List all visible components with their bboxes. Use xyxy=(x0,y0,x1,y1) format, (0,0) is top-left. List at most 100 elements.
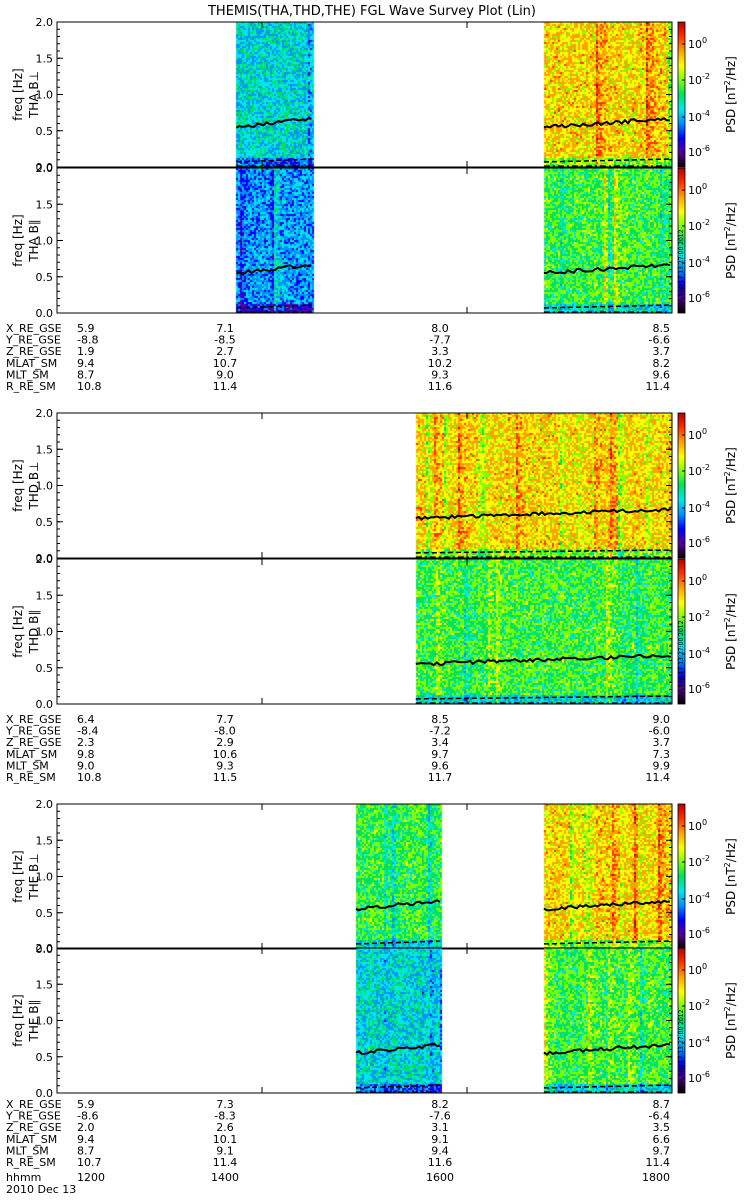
y-tick-label: 1.5 xyxy=(36,52,54,65)
y-tick-label: 0.0 xyxy=(36,1087,54,1100)
ephemeris-value: 2.9 xyxy=(216,736,234,749)
ephemeris-table: X_RE_GSE 5.9 7.3 8.2 8.7 Y_RE_GSE -8.6 -8.3 -7.6… xyxy=(5,1098,670,1169)
ephemeris-value: -6.0 xyxy=(649,725,670,738)
ephemeris-value: -8.8 xyxy=(77,334,98,347)
ephemeris-row-name: Y_RE_GSE xyxy=(5,334,61,347)
ephemeris-value: 3.7 xyxy=(653,736,671,749)
ephemeris-value: 8.5 xyxy=(431,713,449,726)
ephemeris-value: 10.7 xyxy=(213,357,238,370)
ephemeris-value: 5.9 xyxy=(77,322,95,335)
spectrogram-image xyxy=(57,22,672,167)
chart-title: THEMIS(THA,THD,THE) FGL Wave Survey Plot… xyxy=(207,4,536,19)
colorbar: 100 10-2 10-4 10-6 PSD [nT2/Hz] Mon Sep 17 13… xyxy=(677,947,738,1094)
spectrogram-image xyxy=(57,168,672,313)
ephemeris-value: 11.4 xyxy=(646,1156,671,1169)
fci-dashed-line xyxy=(355,940,441,945)
ephemeris-value: 9.4 xyxy=(77,357,95,370)
fci-dashed-line xyxy=(543,940,670,945)
y-axis-label: freq [Hz] xyxy=(11,214,25,266)
ephemeris-row-name: Y_RE_GSE xyxy=(5,725,61,738)
ephemeris-row-name: X_RE_GSE xyxy=(6,1098,62,1111)
time-axis-label: hhmm xyxy=(6,1171,41,1184)
spectrogram-panel: 2.0 1.5 1.0 0.5 0.0 THE B⊥freq [Hz] xyxy=(11,798,673,956)
y-tick-label: 1.0 xyxy=(36,1015,54,1028)
colorbar: 100 10-2 10-4 10-6 PSD [nT2/Hz] Mon Sep 17 13… xyxy=(677,558,738,705)
colorbar-label: PSD [nT2/Hz] xyxy=(723,593,738,670)
colorbar-tick-label: 10-6 xyxy=(688,290,710,305)
ephemeris-value: 9.1 xyxy=(431,1133,449,1146)
ephemeris-row-name: Z_RE_GSE xyxy=(6,736,62,749)
ephemeris-value: -7.7 xyxy=(429,334,450,347)
spectrogram-panel: 2.0 1.5 1.0 0.5 0.0 THA B∥freq [Hz] xyxy=(11,162,673,320)
ephemeris-row-name: MLT_SM xyxy=(6,759,49,772)
fce-line xyxy=(415,653,672,667)
y-tick-label: 1.5 xyxy=(36,978,54,991)
colorbar-tick-label: 100 xyxy=(688,962,707,977)
ephemeris-value: 3.7 xyxy=(653,345,671,358)
ephemeris-value: 5.9 xyxy=(77,1098,95,1111)
ephemeris-row-name: MLT_SM xyxy=(6,1144,49,1157)
ephemeris-value: 10.8 xyxy=(77,771,102,784)
ephemeris-row-name: MLAT_SM xyxy=(6,748,57,761)
y-tick-label: 0.0 xyxy=(36,943,54,956)
ephemeris-value: 10.1 xyxy=(213,1133,238,1146)
timestamp-stamp: Mon Sep 17 13:27:00 2012 xyxy=(678,1009,685,1091)
timestamp-stamp: Mon Sep 17 13:27:00 2012 xyxy=(678,620,685,702)
y-tick-label: 1.0 xyxy=(36,235,54,248)
colorbar-tick-label: 10-6 xyxy=(688,1070,710,1085)
ephemeris-value: 9.4 xyxy=(431,1144,449,1157)
ephemeris-value: 8.7 xyxy=(653,1098,671,1111)
ephemeris-value: 7.3 xyxy=(216,1098,234,1111)
panel-label: THD B∥ xyxy=(27,610,41,655)
ephemeris-row-name: R_RE_SM xyxy=(6,771,56,784)
spectrogram-panel: 2.0 1.5 1.0 0.5 0.0 THD B∥freq [Hz] xyxy=(11,553,673,711)
ephemeris-value: 1.9 xyxy=(77,345,95,358)
ephemeris-value: -8.3 xyxy=(214,1110,235,1123)
y-tick-label: 0.5 xyxy=(36,125,54,138)
colorbar-tick-label: 10-6 xyxy=(688,535,710,550)
colorbar: 100 10-2 10-4 10-6 PSD [nT2/Hz] xyxy=(677,412,738,559)
colorbar-label: PSD [nT2/Hz] xyxy=(723,447,738,524)
y-tick-label: 1.0 xyxy=(36,89,54,102)
fci-dashed-line xyxy=(355,1084,441,1089)
fci-dashed-line xyxy=(415,549,671,554)
ephemeris-value: 3.4 xyxy=(431,736,449,749)
y-tick-label: 0.0 xyxy=(36,307,54,320)
spectrogram-image xyxy=(57,804,672,949)
colorbar-tick-label: 10-2 xyxy=(688,218,710,233)
colorbar-tick-label: 10-2 xyxy=(688,72,710,87)
y-tick-label: 0.0 xyxy=(36,161,54,174)
ephemeris-value: 9.9 xyxy=(653,759,671,772)
spectrogram-image xyxy=(57,413,672,558)
ephemeris-value: 11.6 xyxy=(428,1156,453,1169)
y-tick-label: 1.0 xyxy=(36,871,54,884)
fce-line xyxy=(543,117,670,129)
ephemeris-value: 9.6 xyxy=(431,759,449,772)
y-tick-label: 1.0 xyxy=(36,480,54,493)
ephemeris-row-name: Z_RE_GSE xyxy=(6,345,62,358)
y-tick-label: 2.0 xyxy=(36,798,54,811)
ephemeris-value: 10.2 xyxy=(428,357,453,370)
time-axis-footer: hhmm 2010 Dec 13 1200 1400 1600 1800 xyxy=(6,1171,670,1196)
ephemeris-value: 10.8 xyxy=(77,380,102,393)
ephemeris-value: 2.7 xyxy=(216,345,234,358)
y-tick-label: 1.5 xyxy=(36,834,54,847)
panel-label: THD B⊥ xyxy=(27,461,41,510)
panel-label: THE B∥ xyxy=(27,1000,41,1043)
ephemeris-value: -8.4 xyxy=(77,725,98,738)
fci-dashed-line xyxy=(543,158,670,163)
spectrogram-panel: 2.0 1.5 1.0 0.5 0.0 THE B∥freq [Hz] xyxy=(11,942,673,1100)
ephemeris-value: 11.7 xyxy=(428,771,453,784)
y-tick-label: 2.0 xyxy=(36,162,54,175)
ephemeris-row-name: R_RE_SM xyxy=(6,380,56,393)
y-tick-label: 1.0 xyxy=(36,626,54,639)
fce-line xyxy=(235,117,312,129)
spectrogram-panel: 2.0 1.5 1.0 0.5 0.0 THA B⊥freq [Hz] xyxy=(11,16,673,174)
fce-line xyxy=(355,1042,441,1056)
colorbar-label: PSD [nT2/Hz] xyxy=(723,982,738,1059)
colorbar: 100 10-2 10-4 10-6 PSD [nT2/Hz] Mon Sep 17 13… xyxy=(677,167,738,314)
fce-line xyxy=(415,507,672,521)
fci-dashed-line xyxy=(543,304,670,309)
y-axis-label: freq [Hz] xyxy=(11,605,25,657)
